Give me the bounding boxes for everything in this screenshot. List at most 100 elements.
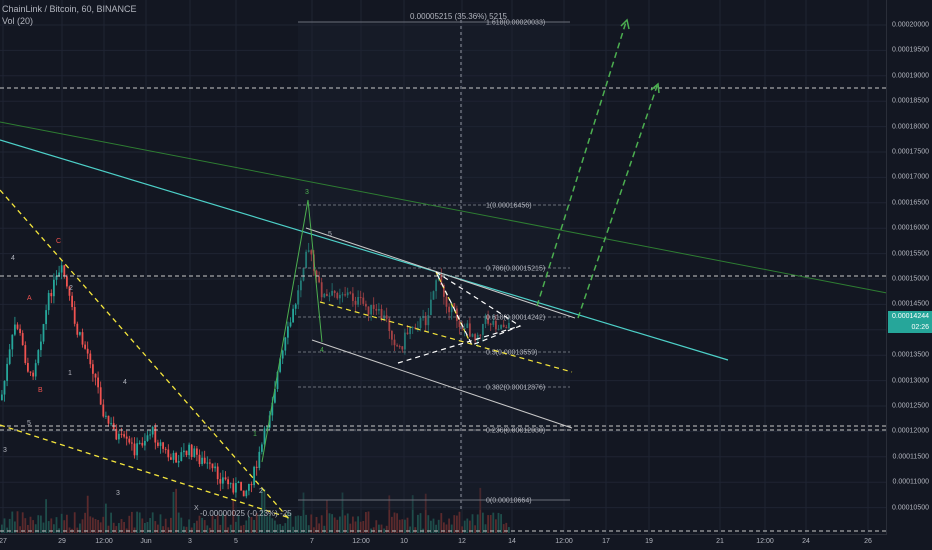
volume-bar — [333, 517, 336, 533]
time-tick: Jun — [140, 538, 152, 545]
candle-body — [253, 466, 255, 486]
candle-body — [123, 434, 125, 437]
candle-body — [508, 322, 510, 329]
volume-bar — [341, 492, 344, 533]
wave-label-1b: 1 — [253, 431, 257, 438]
volume-bar — [42, 522, 45, 533]
candle-body — [274, 389, 276, 403]
candle-body — [63, 265, 66, 277]
yellow-wedge-upper[interactable] — [0, 189, 291, 521]
candle-body — [339, 294, 341, 299]
time-tick: 12:00 — [95, 538, 113, 545]
candle-body — [172, 452, 175, 460]
candle-body — [294, 304, 297, 309]
green-trendline[interactable] — [0, 121, 888, 294]
volume-bar — [123, 521, 125, 533]
channel-upper-line[interactable] — [305, 227, 576, 319]
volume-bar — [505, 522, 508, 533]
candle-body — [268, 415, 271, 428]
candle-body — [354, 300, 357, 305]
candle-body — [3, 380, 6, 395]
volume-bar — [463, 520, 466, 533]
candle-body — [458, 321, 461, 327]
volume-bar — [268, 514, 271, 533]
candle-body — [125, 436, 128, 439]
price-axis[interactable]: 0.00020000 0.00019500 0.00019000 0.00018500… — [886, 0, 932, 535]
candle-body — [492, 320, 495, 325]
candle-body — [177, 460, 180, 463]
candle-body — [73, 306, 76, 324]
candle-body — [151, 426, 154, 435]
candle-body — [242, 490, 245, 497]
yellow-wedge-lower[interactable] — [0, 424, 291, 519]
candle-body — [21, 333, 24, 346]
candle-body — [6, 363, 8, 381]
volume-bar — [167, 527, 170, 533]
time-axis[interactable]: 27 29 12:00 Jun 3 5 7 12:00 10 12 14 12:00 17 19 21 12:… — [0, 534, 887, 550]
cyan-trendline[interactable] — [0, 139, 729, 361]
volume-bar — [424, 493, 427, 533]
volume-bar — [489, 515, 492, 533]
candle-body — [456, 308, 458, 322]
candle-body — [209, 462, 211, 464]
volume-bar — [92, 517, 94, 533]
current-price-badge: 0.00014244 — [888, 311, 932, 322]
candle-body — [292, 308, 294, 323]
candle-body — [167, 449, 170, 458]
volume-bars — [1, 487, 510, 533]
candle-body — [188, 444, 190, 456]
candle-body — [489, 323, 492, 325]
candle-body — [162, 442, 164, 449]
channel-lower-line[interactable] — [311, 339, 573, 429]
triangle-pattern[interactable] — [435, 271, 522, 346]
volume-bar — [354, 521, 357, 533]
wave-count-line[interactable] — [261, 199, 323, 463]
price-tick: 0.00017000 — [892, 173, 929, 181]
volume-bar — [86, 495, 89, 533]
volume-bar — [84, 512, 86, 533]
volume-bar — [263, 489, 266, 533]
volume-bar — [50, 518, 53, 533]
candle-body — [86, 348, 89, 354]
price-tick: 0.00012000 — [892, 427, 929, 435]
volume-bar — [274, 520, 276, 533]
volume-bar — [258, 514, 261, 533]
volume-bar — [289, 512, 292, 533]
volume-bar — [398, 519, 401, 533]
time-tick: 21 — [716, 538, 724, 545]
volume-bar — [388, 495, 391, 533]
fib-retracement[interactable]: 1.618(0.00020033) 1(0.00016456) 0.786(0.00… — [298, 20, 570, 505]
volume-bar — [318, 523, 320, 533]
candle-body — [27, 362, 29, 372]
volume-bar — [154, 521, 157, 533]
candle-body — [505, 327, 508, 329]
projection-arrow-2[interactable] — [577, 85, 658, 319]
candle-body — [53, 279, 55, 297]
volume-bar — [198, 515, 201, 533]
candle-body — [229, 483, 232, 485]
volume-bar — [279, 524, 281, 533]
candle-body — [196, 448, 198, 455]
candle-body — [495, 320, 497, 330]
time-tick: 10 — [400, 538, 408, 545]
candle-body — [29, 371, 32, 373]
volume-indicator-label[interactable]: Vol (20) — [2, 16, 34, 26]
price-tick: 0.00010500 — [892, 504, 929, 512]
candle-body — [424, 315, 427, 326]
candle-body — [128, 438, 131, 443]
candle-body — [409, 328, 411, 335]
volume-bar — [315, 516, 318, 533]
candle-body — [258, 451, 261, 468]
price-tick: 0.00018500 — [892, 97, 929, 105]
symbol-title[interactable]: ChainLink / Bitcoin, 60, BINANCE — [2, 4, 137, 14]
yellow-mid-line[interactable] — [319, 301, 573, 373]
triangle-base-line[interactable] — [397, 325, 521, 364]
volume-bar — [313, 527, 315, 533]
volume-bar — [443, 522, 445, 533]
volume-bar — [344, 515, 346, 533]
volume-bar — [484, 524, 487, 533]
volume-bar — [281, 525, 284, 533]
candle-body — [240, 481, 242, 491]
volume-bar — [224, 514, 227, 533]
